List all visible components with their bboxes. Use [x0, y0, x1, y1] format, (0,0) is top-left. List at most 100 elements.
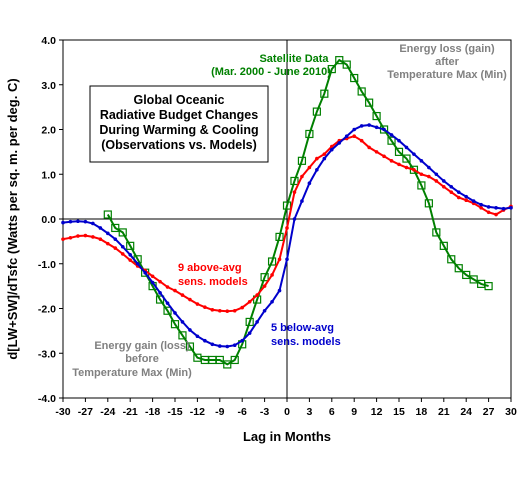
above_avg-point — [367, 145, 371, 150]
below_avg-point — [113, 237, 118, 241]
above_avg-series — [61, 134, 513, 313]
satellite-point — [439, 241, 448, 250]
satellite-point — [118, 228, 127, 237]
above_avg-point — [218, 308, 222, 313]
satellite-point — [320, 89, 329, 98]
above_avg-point — [83, 233, 88, 238]
above_avg-point — [173, 288, 177, 293]
below_avg-point — [367, 123, 371, 127]
satellite-annotation-line-1: Satellite Data — [259, 53, 329, 65]
title-line-3: During Warming & Cooling — [99, 123, 258, 137]
above_avg-point — [91, 235, 95, 239]
below_avg-point — [158, 291, 162, 295]
y-tick-label: -2.0 — [38, 304, 56, 316]
above_avg-point — [464, 198, 469, 203]
energy-gain-annotation: Energy gain (loss) before Temperature Ma… — [72, 340, 192, 379]
below_avg-point — [262, 308, 267, 313]
below_avg-point — [68, 219, 73, 224]
below_avg-point — [374, 125, 379, 130]
above_avg-point — [352, 134, 357, 139]
x-tick-label: 18 — [416, 406, 428, 418]
below_avg-point — [210, 342, 215, 347]
satellite-point — [350, 73, 359, 83]
x-tick-label: 0 — [284, 406, 290, 418]
y-tick-label: 1.0 — [41, 169, 56, 181]
above_avg-point — [165, 285, 170, 289]
below_avg-point — [486, 205, 491, 209]
above_avg-point — [195, 302, 200, 306]
below-avg-annotation: 5 below-avg sens. models — [271, 322, 341, 348]
satellite-point — [170, 320, 180, 329]
y-axis-ticks: -4.0 -3.0 -2.0 -1.0 0.0 1.0 2.0 3.0 4.0 — [38, 35, 63, 405]
below_avg-point — [427, 165, 431, 170]
above_avg-point — [434, 179, 439, 183]
satellite-point — [335, 56, 344, 65]
above_avg-point — [225, 309, 230, 313]
above_avg-point — [158, 279, 162, 284]
above_avg-point — [397, 162, 401, 167]
below-avg-line-2: sens. models — [271, 336, 341, 348]
below_avg-point — [83, 219, 88, 224]
satellite-point — [342, 60, 351, 69]
below_avg-point — [315, 167, 319, 172]
above_avg-point — [68, 235, 73, 240]
below_avg-point — [419, 159, 424, 163]
below_avg-point — [232, 343, 237, 347]
below_avg-point — [494, 206, 498, 210]
below_avg-point — [479, 202, 483, 207]
energy-gain-line-2: before — [125, 353, 159, 365]
above_avg-point — [61, 237, 65, 241]
satellite-point — [103, 210, 112, 219]
above_avg-point — [210, 308, 215, 312]
satellite-point — [126, 241, 135, 250]
y-tick-label: 2.0 — [41, 125, 56, 137]
below_avg-point — [509, 206, 513, 210]
satellite-point — [365, 98, 374, 107]
above_avg-point — [374, 150, 379, 154]
below_avg-point — [128, 253, 132, 257]
satellite-point — [111, 223, 120, 233]
satellite-point — [484, 282, 493, 291]
satellite-point — [312, 107, 321, 116]
above_avg-point — [442, 184, 446, 189]
x-tick-label: 21 — [438, 406, 450, 418]
below_avg-point — [382, 127, 386, 132]
satellite-point — [215, 355, 224, 365]
below_avg-point — [434, 172, 439, 177]
above_avg-point — [300, 174, 304, 179]
x-tick-label: 3 — [306, 406, 312, 418]
below_avg-point — [404, 145, 409, 150]
satellite-point — [178, 331, 187, 340]
below_avg-point — [180, 320, 185, 324]
below_avg-point — [173, 311, 177, 315]
x-tick-label: -15 — [167, 406, 182, 418]
below_avg-point — [203, 338, 207, 343]
above_avg-point — [494, 212, 498, 217]
below_avg-point — [501, 206, 506, 211]
y-tick-label: -3.0 — [38, 348, 56, 360]
above_avg-point — [128, 258, 132, 262]
above_avg-point — [203, 305, 207, 309]
below_avg-point — [188, 328, 192, 332]
satellite-point — [155, 295, 165, 304]
below_avg-point — [471, 199, 476, 203]
satellite-line — [106, 58, 489, 366]
energy-gain-line-3: Temperature Max (Min) — [72, 367, 192, 379]
x-tick-label: -27 — [78, 406, 93, 418]
below_avg-point — [255, 320, 259, 324]
satellite-point — [454, 264, 463, 273]
above_avg-point — [98, 237, 103, 241]
above-avg-annotation: 9 above-avg sens. models — [178, 262, 248, 288]
x-tick-label: -3 — [260, 406, 269, 418]
title-line-4: (Observations vs. Models) — [101, 138, 257, 152]
satellite-point — [267, 257, 277, 266]
below_avg-point — [165, 301, 170, 305]
above_avg-point — [486, 210, 491, 215]
y-axis-title: d[LW+SW]/dTsfc (Watts per sq. m. per deg… — [5, 78, 20, 359]
below_avg-point — [150, 280, 155, 285]
satellite-point — [387, 136, 396, 145]
satellite-point — [163, 306, 172, 315]
above-avg-line-2: sens. models — [178, 276, 248, 288]
